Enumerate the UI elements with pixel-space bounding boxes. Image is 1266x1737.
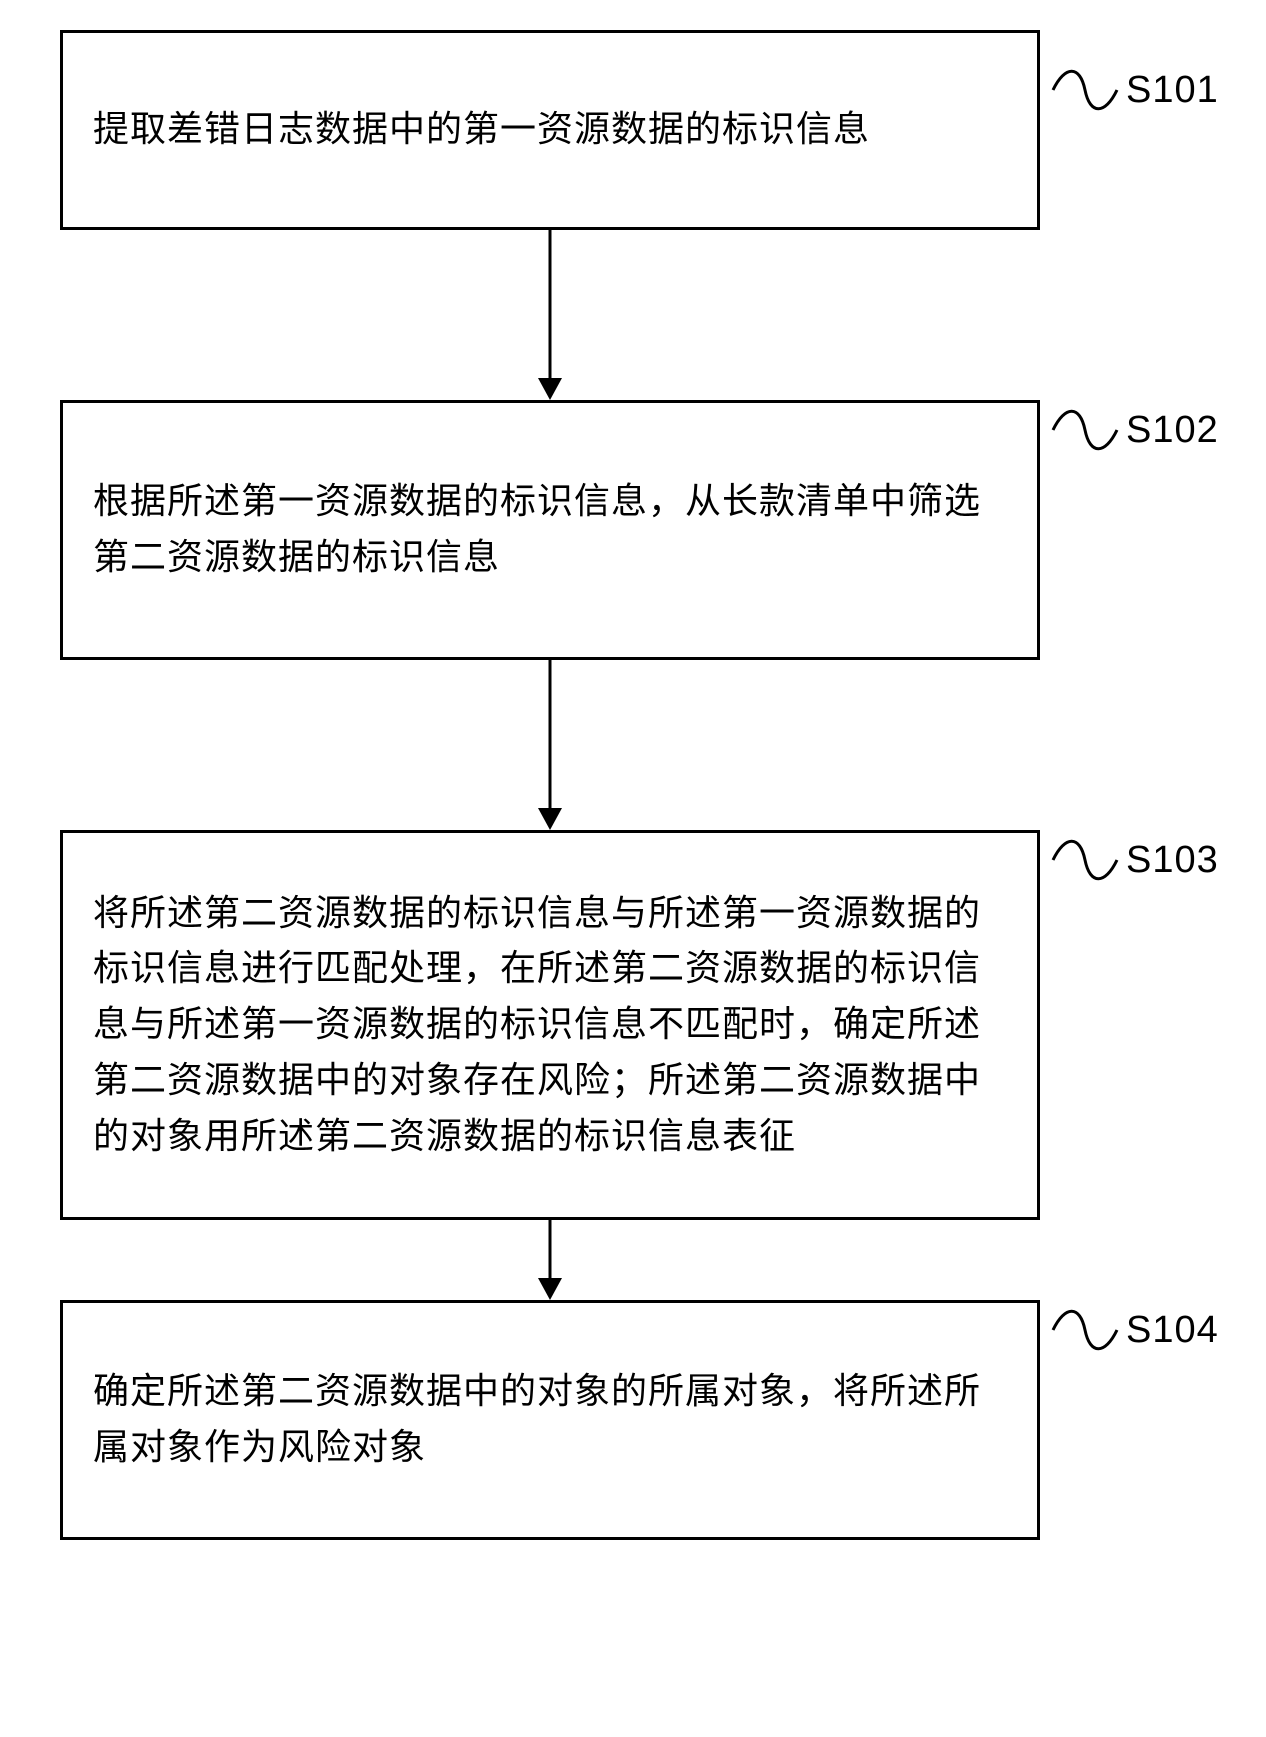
- flow-box: 根据所述第一资源数据的标识信息，从长款清单中筛选第二资源数据的标识信息: [60, 400, 1040, 660]
- flow-step: 确定所述第二资源数据中的对象的所属对象，将所述所属对象作为风险对象 S104: [60, 1300, 1210, 1540]
- flow-box-text: 根据所述第一资源数据的标识信息，从长款清单中筛选第二资源数据的标识信息: [93, 474, 1007, 586]
- arrow-down-icon: [530, 1220, 570, 1300]
- flow-arrow: [60, 660, 1040, 830]
- wave-connector-icon: [1050, 60, 1120, 120]
- step-label: S101: [1126, 69, 1219, 112]
- step-label: S104: [1126, 1309, 1219, 1352]
- wave-connector-icon: [1050, 830, 1120, 890]
- flow-box: 提取差错日志数据中的第一资源数据的标识信息: [60, 30, 1040, 230]
- step-label-wrap: S102: [1050, 400, 1230, 460]
- arrow-down-icon: [530, 660, 570, 830]
- flowchart-container: 提取差错日志数据中的第一资源数据的标识信息 S101 根据所述第一资源数据的标识…: [60, 30, 1210, 1540]
- step-label: S102: [1126, 409, 1219, 452]
- flow-box: 将所述第二资源数据的标识信息与所述第一资源数据的标识信息进行匹配处理，在所述第二…: [60, 830, 1040, 1220]
- flow-box-text: 将所述第二资源数据的标识信息与所述第一资源数据的标识信息进行匹配处理，在所述第二…: [93, 886, 1007, 1165]
- flow-box-text: 提取差错日志数据中的第一资源数据的标识信息: [93, 102, 870, 158]
- flow-arrow: [60, 230, 1040, 400]
- step-label-wrap: S101: [1050, 60, 1230, 120]
- arrow-down-icon: [530, 230, 570, 400]
- flow-box-text: 确定所述第二资源数据中的对象的所属对象，将所述所属对象作为风险对象: [93, 1364, 1007, 1476]
- wave-connector-icon: [1050, 400, 1120, 460]
- flow-step: 提取差错日志数据中的第一资源数据的标识信息 S101: [60, 30, 1210, 230]
- flow-step: 根据所述第一资源数据的标识信息，从长款清单中筛选第二资源数据的标识信息 S102: [60, 400, 1210, 660]
- flow-step: 将所述第二资源数据的标识信息与所述第一资源数据的标识信息进行匹配处理，在所述第二…: [60, 830, 1210, 1220]
- step-label-wrap: S104: [1050, 1300, 1230, 1360]
- wave-connector-icon: [1050, 1300, 1120, 1360]
- flow-arrow: [60, 1220, 1040, 1300]
- flow-box: 确定所述第二资源数据中的对象的所属对象，将所述所属对象作为风险对象: [60, 1300, 1040, 1540]
- step-label-wrap: S103: [1050, 830, 1230, 890]
- step-label: S103: [1126, 839, 1219, 882]
